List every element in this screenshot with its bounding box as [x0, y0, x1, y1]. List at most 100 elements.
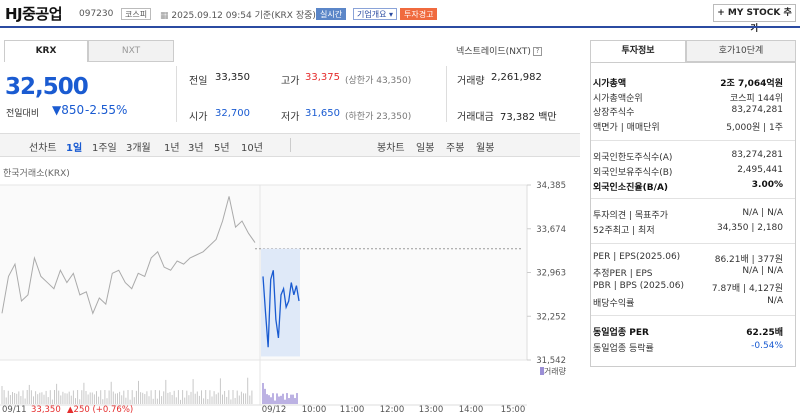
open-label: 시가	[189, 112, 208, 123]
x-tick-label: 15:00	[501, 405, 526, 415]
help-icon[interactable]: ?	[532, 47, 542, 56]
trade-amount-label: 거래대금	[457, 112, 494, 123]
y-tick-label: 33,674	[536, 225, 566, 235]
period-3y[interactable]: 3년	[188, 143, 204, 154]
invest-info-label: 시가총액	[593, 79, 627, 89]
change-percent: -2.55%	[85, 103, 128, 117]
market-tag: 코스피	[121, 8, 152, 20]
line-chart-button[interactable]: 선차트	[29, 143, 57, 154]
current-price: 32,500	[5, 74, 89, 100]
x-tick-label: 09/12	[262, 405, 287, 415]
header-divider	[0, 26, 800, 28]
invest-info-label: 외국인한도주식수(A)	[593, 153, 673, 163]
quote-time: ▦ 2025.09.12 09:54 기준(KRX 장중)	[160, 11, 316, 21]
invest-info-value: 7.87배 | 4,127원	[711, 284, 783, 294]
x-tick-label: 13:00	[419, 405, 444, 415]
invest-info-label: 추정PER | EPS	[593, 269, 653, 279]
prev-change: ▲250 (+0.76%)	[67, 405, 133, 415]
change-value: ▼850	[52, 103, 85, 117]
divider	[176, 66, 177, 122]
invest-info-row: 추정PER | EPS N/A | N/A	[593, 266, 783, 279]
invest-info-value: 3.00%	[751, 180, 783, 190]
invest-info-row: 외국인소진율(B/A) 3.00%	[593, 180, 783, 193]
volume-legend-icon	[540, 367, 544, 375]
invest-info-value: N/A	[767, 296, 783, 306]
invest-info-row: PBR | BPS (2025.06) 7.87배 | 4,127원	[593, 281, 783, 294]
candle-daily[interactable]: 일봉	[416, 143, 435, 154]
clock-icon: ▦	[160, 11, 172, 21]
invest-info-panel	[590, 62, 796, 367]
tab-nxt[interactable]: NXT	[88, 40, 174, 62]
tab-order-book[interactable]: 호가10단계	[686, 40, 796, 62]
period-5y[interactable]: 5년	[214, 143, 230, 154]
divider	[591, 198, 795, 199]
divider	[446, 66, 447, 122]
invest-info-label: 상장주식수	[593, 108, 635, 118]
candle-chart-button[interactable]: 봉차트	[377, 143, 405, 154]
change-label: 전일대비	[6, 109, 40, 119]
invest-info-value: N/A | N/A	[742, 208, 783, 218]
invest-info-row: 외국인한도주식수(A) 83,274,281	[593, 150, 783, 163]
invest-info-label: PER | EPS(2025.06)	[593, 252, 681, 262]
prev-close-label: 전일	[189, 76, 208, 87]
invest-info-row: 투자의견 | 목표주가 N/A | N/A	[593, 208, 783, 221]
invest-info-value: 2조 7,064억원	[720, 79, 783, 89]
trade-amount-value: 73,382 백만	[500, 112, 557, 123]
invest-info-value: 34,350 | 2,180	[716, 223, 783, 233]
invest-info-row: 동일업종 PER 62.25배	[593, 325, 783, 338]
invest-info-value: 83,274,281	[731, 150, 783, 160]
tab-krx[interactable]: KRX	[4, 40, 88, 62]
volume-label: 거래량	[544, 366, 567, 376]
y-tick-label: 31,542	[536, 356, 566, 366]
nxt-link[interactable]: 넥스트레이드(NXT)?	[456, 44, 542, 57]
invest-info-label: PBR | BPS (2025.06)	[593, 281, 685, 291]
add-mystock-button[interactable]: + MY STOCK 추가	[713, 4, 796, 34]
y-tick-label: 34,385	[536, 181, 566, 191]
invest-info-row: 동일업종 등락률 -0.54%	[593, 341, 783, 354]
prev-date: 09/11	[2, 405, 27, 415]
invest-info-value: 83,274,281	[731, 105, 783, 115]
tab-invest-info[interactable]: 투자정보	[590, 40, 686, 62]
candle-monthly[interactable]: 월봉	[476, 143, 495, 154]
period-1w[interactable]: 1주일	[92, 143, 117, 154]
x-tick-label: 11:00	[340, 405, 365, 415]
chart-source: 한국거래소(KRX)	[3, 169, 70, 179]
candle-weekly[interactable]: 주봉	[446, 143, 465, 154]
invest-info-label: 외국인보유주식수(B)	[593, 168, 673, 178]
invest-info-value: 62.25배	[746, 328, 783, 338]
divider	[591, 315, 795, 316]
volume-value: 2,261,982	[491, 72, 542, 83]
high-label: 고가	[281, 76, 300, 87]
lower-limit: (하한가 23,350)	[345, 112, 412, 122]
y-tick-label: 32,963	[536, 269, 566, 279]
company-overview-dropdown[interactable]: 기업개요 ▾	[353, 8, 397, 20]
price-chart[interactable]: 거래량 34,385 33,674 32,963 32,252 31,542 09/12…	[0, 180, 580, 419]
x-tick-label: 10:00	[302, 405, 327, 415]
x-tick-label: 14:00	[459, 405, 484, 415]
divider	[290, 138, 291, 152]
invest-info-value: 86.21배 | 377원	[714, 255, 783, 265]
invest-info-row: 배당수익률 N/A	[593, 296, 783, 309]
invest-info-value: -0.54%	[751, 341, 783, 351]
period-10y[interactable]: 10년	[241, 143, 263, 154]
y-tick-label: 32,252	[536, 312, 566, 322]
prev-close: 33,350	[31, 405, 61, 415]
invest-info-row: 시가총액 2조 7,064억원	[593, 76, 783, 89]
invest-info-label: 액면가 | 매매단위	[593, 123, 660, 133]
period-1d[interactable]: 1일	[66, 143, 83, 154]
prev-close-value: 33,350	[215, 72, 250, 83]
invest-info-value: N/A | N/A	[742, 266, 783, 276]
high-value: 33,375	[305, 72, 340, 83]
period-1y[interactable]: 1년	[164, 143, 180, 154]
invest-info-value: 코스피 144위	[729, 94, 783, 104]
realtime-button[interactable]: 실시간	[316, 8, 347, 20]
upper-limit: (상한가 43,350)	[345, 76, 412, 86]
low-label: 저가	[281, 112, 300, 123]
invest-info-value: 2,495,441	[737, 165, 783, 175]
invest-info-row: 상장주식수 83,274,281	[593, 105, 783, 118]
period-3m[interactable]: 3개월	[126, 143, 151, 154]
divider	[591, 140, 795, 141]
invest-info-value: 5,000원 | 1주	[726, 123, 783, 133]
stock-code: 097230	[79, 9, 114, 19]
prev-day-series-line	[1, 196, 256, 315]
